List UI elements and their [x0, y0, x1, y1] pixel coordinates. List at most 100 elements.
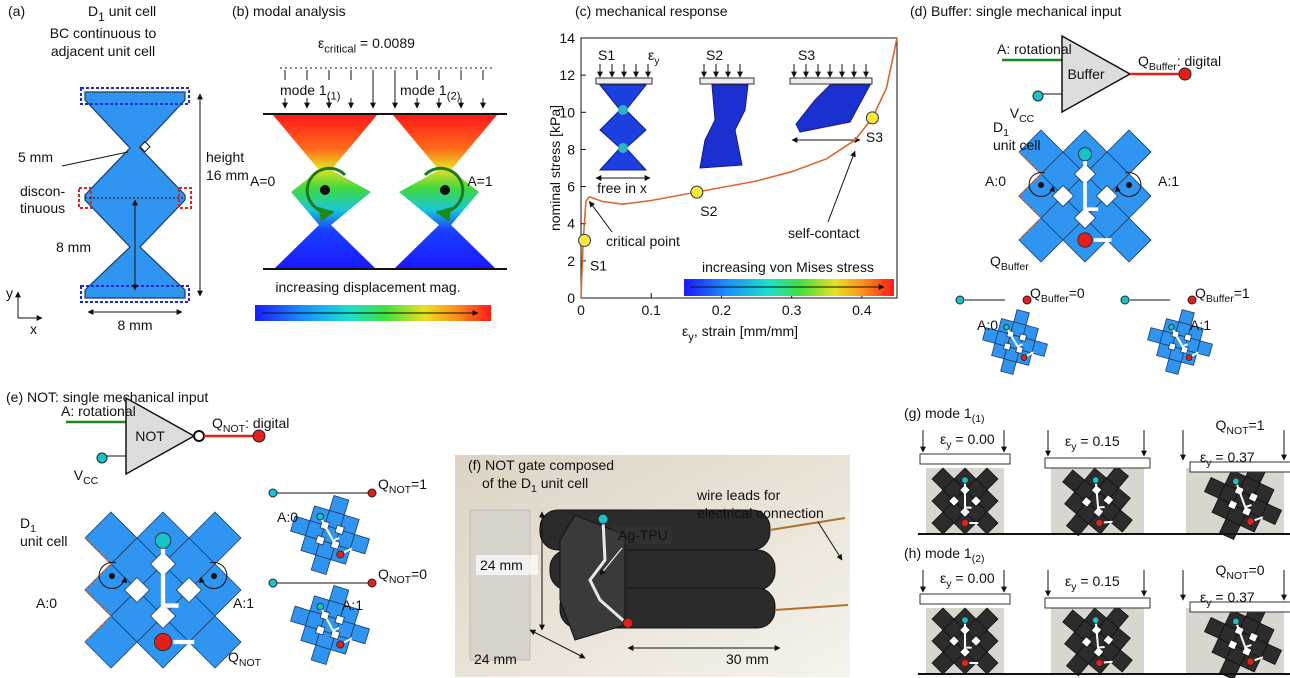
pivot	[320, 185, 330, 195]
text-part: D	[88, 3, 98, 19]
contact-q	[961, 659, 968, 666]
label: increasing displacement mag.	[275, 279, 460, 295]
label: A:0	[985, 173, 1006, 189]
switch-dot	[269, 579, 277, 587]
state-point	[691, 186, 703, 198]
text-part: D	[993, 119, 1003, 135]
text-part: =1	[411, 476, 427, 492]
wire	[1104, 522, 1113, 523]
label: (f) NOT gate composed	[468, 457, 614, 473]
switch-dot	[269, 489, 277, 497]
output-dot	[1179, 68, 1191, 80]
label: 24 mm	[474, 651, 517, 667]
text-part: Q	[212, 415, 223, 431]
y-axis-label: nominal stress [kPa]	[547, 105, 563, 231]
label: 8 mm	[118, 317, 153, 333]
text-part: = 0.37	[1212, 589, 1255, 605]
label: S3	[798, 47, 815, 63]
contact-vcc	[962, 477, 969, 484]
text-part: Q	[1215, 562, 1226, 578]
label: electrical connection	[697, 505, 824, 521]
label: A:0	[977, 317, 998, 333]
label: critical point	[606, 233, 680, 249]
label: increasing von Mises stress	[702, 259, 874, 275]
contact-vcc	[1078, 148, 1091, 161]
contact-q	[623, 618, 633, 628]
text-part: (h) mode 1	[904, 545, 972, 561]
label: self-contact	[788, 225, 860, 241]
label: A=1	[467, 173, 493, 189]
text-part: NOT	[1226, 425, 1249, 437]
text-part: Q	[1030, 285, 1041, 301]
label: (c) mechanical response	[575, 3, 728, 19]
label: 5 mm	[18, 149, 53, 165]
text-part: Buffer	[1206, 293, 1234, 305]
text-part: (2)	[447, 91, 461, 103]
text-part: NOT	[239, 657, 262, 669]
text-part: (1)	[972, 413, 985, 425]
text-part: Q	[378, 566, 389, 582]
label: A=0	[250, 173, 276, 189]
label: A:1	[233, 595, 254, 611]
label: A:1	[1158, 173, 1179, 189]
text-part: Buffer	[1149, 61, 1177, 73]
label: S1	[598, 47, 615, 63]
wire	[1104, 662, 1113, 663]
label: BC continuous to	[50, 25, 157, 41]
text-part: y	[654, 55, 660, 67]
text-part: = 0.15	[1077, 573, 1120, 589]
switch-dot	[956, 296, 964, 304]
label: (d) Buffer: single mechanical input	[910, 3, 1122, 19]
label: 16 mm	[206, 167, 249, 183]
text-part: (2)	[972, 553, 985, 565]
y-tick-label: 4	[567, 216, 575, 232]
label: Ag-TPU	[618, 527, 668, 543]
label: A:1	[342, 597, 363, 613]
y-tick-label: 14	[559, 30, 575, 46]
text-part: Q	[990, 253, 1001, 269]
text-part: Buffer	[1041, 293, 1069, 305]
text-part: Q	[1195, 285, 1206, 301]
label: 24 mm	[480, 557, 523, 573]
text-part: =0	[411, 566, 427, 582]
text-part: of the D	[482, 475, 531, 491]
text-part: Q	[228, 649, 239, 665]
label: wire leads for	[696, 487, 781, 503]
x-tick-label: 0	[577, 302, 585, 318]
label: 30 mm	[726, 651, 769, 667]
text-part: = 0.37	[1212, 449, 1255, 465]
x-tick-label: 0.2	[712, 302, 732, 318]
pivot	[440, 185, 450, 195]
y-tick-label: 12	[559, 67, 575, 83]
text-part: unit cell	[537, 475, 588, 491]
plate	[1045, 458, 1150, 468]
contact-vcc	[598, 514, 608, 524]
plate	[700, 78, 754, 84]
label: NOT	[135, 428, 165, 444]
label: S2	[706, 47, 723, 63]
label: unit cell	[20, 533, 67, 549]
text-part: critical	[324, 44, 356, 56]
text-part: : digital	[245, 415, 289, 431]
text-part: = 0.00	[952, 431, 995, 447]
text-part: NOT	[223, 423, 246, 435]
contact-q	[1095, 519, 1103, 527]
pivot	[211, 573, 217, 579]
text-part: =0	[1069, 285, 1085, 301]
text-part: D	[20, 515, 30, 531]
plate	[920, 594, 1010, 604]
contact-vcc	[1092, 477, 1099, 484]
stress-spot	[618, 143, 628, 153]
y-tick-label: 8	[567, 141, 575, 157]
pivot	[109, 573, 115, 579]
label: A:1	[1190, 317, 1211, 333]
contact-vcc	[962, 617, 969, 624]
label: (b) modal analysis	[232, 3, 346, 19]
label: 8 mm	[56, 239, 91, 255]
text-part: mode 1	[280, 82, 327, 98]
label: A: rotational	[61, 403, 136, 419]
lattice	[1062, 605, 1134, 677]
text-part: CC	[83, 475, 99, 487]
lattice	[1062, 465, 1134, 537]
label: unit cell	[993, 137, 1040, 153]
